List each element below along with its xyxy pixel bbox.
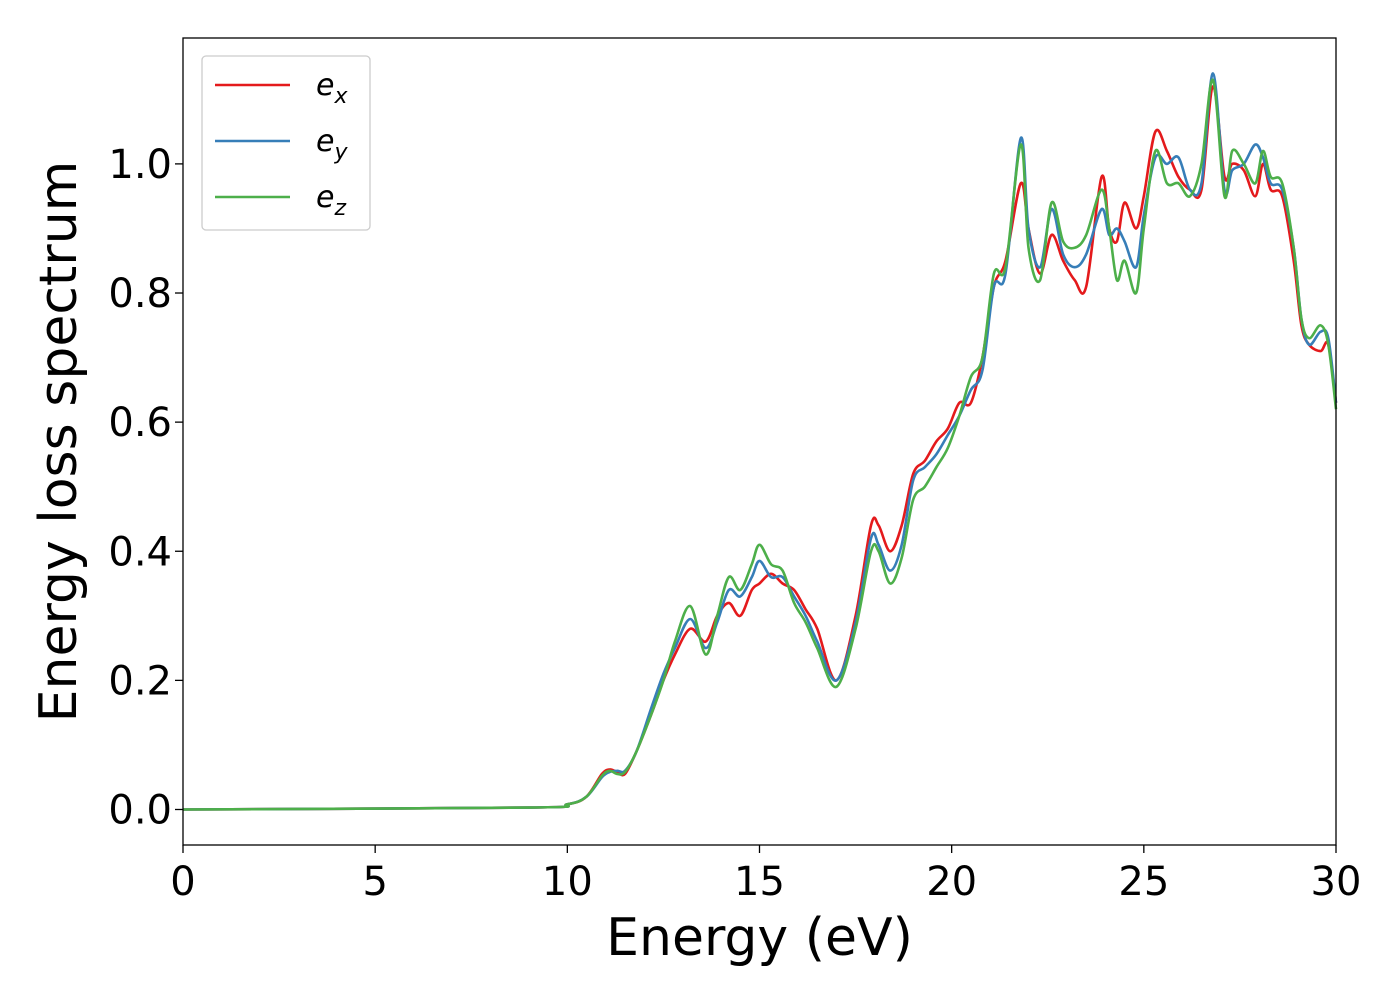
- x-tick-label: 30: [1311, 859, 1362, 905]
- x-tick-label: 25: [1118, 859, 1169, 905]
- plot-frame: [182, 37, 1337, 846]
- y-axis-label: Energy loss spectrum: [29, 161, 89, 723]
- y-tick-label: 1.0: [108, 142, 172, 188]
- x-axis-label: Energy (eV): [606, 908, 913, 968]
- series-line-z: [182, 78, 1338, 811]
- y-tick-label: 0.8: [108, 271, 172, 317]
- y-tick-label: 0.6: [108, 400, 172, 446]
- x-tick-label: 10: [542, 859, 593, 905]
- x-tick-label: 20: [926, 859, 977, 905]
- legend-label-y: ey: [316, 124, 348, 165]
- y-axis-ticks: 0.0 0.2 0.4 0.6 0.8 1.0: [108, 142, 183, 833]
- y-tick-label: 0.4: [108, 529, 172, 575]
- legend-label-z: ez: [316, 180, 346, 221]
- y-tick-label: 0.2: [108, 658, 172, 704]
- x-tick-label: 0: [170, 859, 195, 905]
- y-tick-label: 0.0: [108, 787, 172, 833]
- series-line-x: [182, 85, 1338, 811]
- x-tick-label: 5: [362, 859, 387, 905]
- x-tick-label: 15: [734, 859, 785, 905]
- legend-box: [201, 55, 371, 231]
- legend-label-x: ex: [316, 68, 348, 109]
- legend: ex ey ez: [201, 55, 371, 231]
- series-lines: [182, 72, 1338, 811]
- x-axis-ticks: 0 5 10 15 20 25 30: [170, 845, 1361, 905]
- plot-area: [183, 38, 1336, 845]
